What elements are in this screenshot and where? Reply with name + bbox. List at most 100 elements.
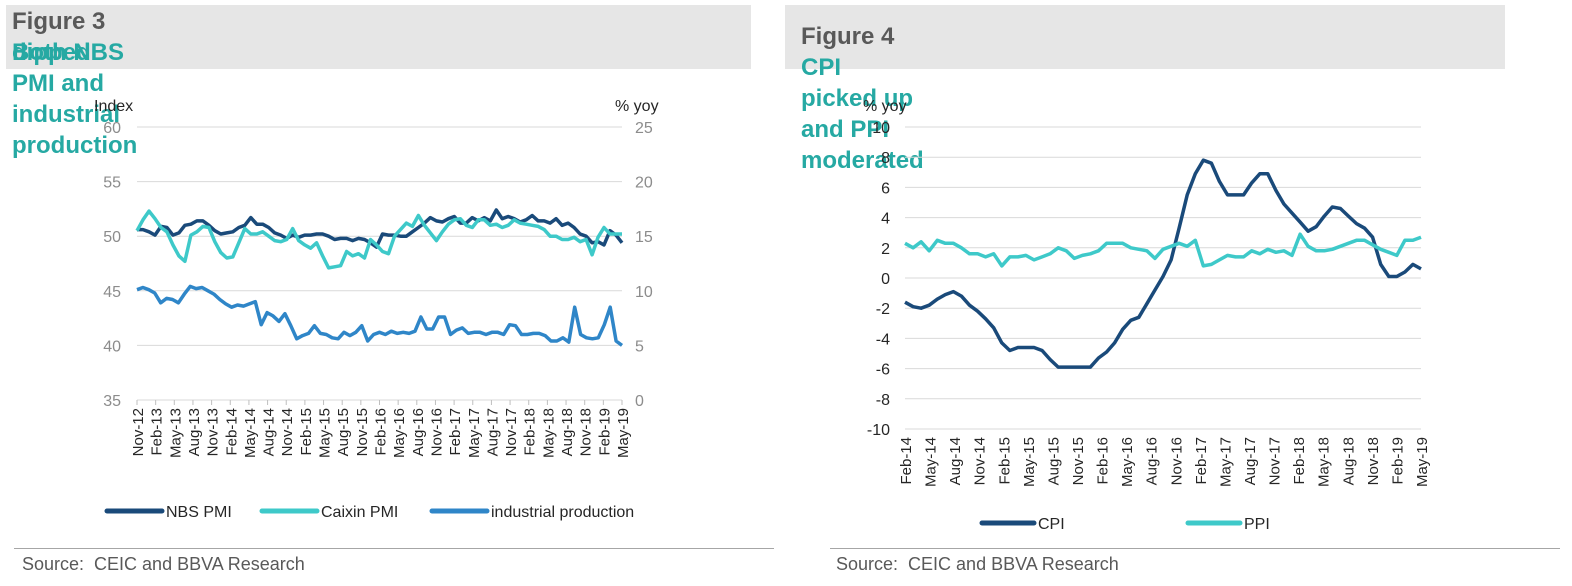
x-tick-label: May-17	[1217, 437, 1234, 487]
y-tick-label: 0	[881, 271, 890, 288]
figure-4-chart: -10 -8 -6 -4 -2 0 2 4 6 8 10 % yoy Feb-14 May-14 Aug-1…	[863, 98, 1431, 533]
y-left-tick-label: 35	[103, 393, 121, 410]
x-tick-label: Feb-17	[447, 408, 464, 456]
x-tick-label: Aug-14	[947, 437, 964, 485]
x-tick-label: May-14	[923, 437, 940, 487]
x-tick-label: May-18	[540, 408, 557, 458]
figure-3-title: Figure 3 Both NBS PMI and industrial pro…	[12, 6, 137, 161]
x-tick-label: May-18	[1316, 437, 1333, 487]
y-right-tick-label: 20	[635, 175, 653, 192]
y-right-axis-unit: % yoy	[615, 98, 659, 115]
x-tick-label: Aug-15	[1045, 437, 1062, 485]
y-left-tick-label: 55	[103, 175, 121, 192]
figure-4-title-text: CPI picked up and PPI moderated	[801, 54, 924, 174]
x-tick-label: Nov-14	[972, 437, 989, 485]
y-left-tick-label: 60	[103, 120, 121, 137]
x-tick-label: Nov-14	[279, 408, 296, 456]
x-tick-label: Nov-15	[354, 408, 371, 456]
x-tick-label: Nov-15	[1070, 437, 1087, 485]
y-left-tick-label: 40	[103, 338, 121, 355]
x-tick-label: Aug-15	[335, 408, 352, 456]
x-tick-label: Feb-13	[149, 408, 166, 456]
x-tick-label: Nov-16	[1168, 437, 1185, 485]
series-line-industrial-production	[136, 284, 624, 347]
y-right-tick-label: 25	[635, 120, 653, 137]
x-tick-label: Feb-14	[223, 408, 240, 456]
x-tick-label: Feb-19	[596, 408, 613, 456]
x-tick-label: May-13	[167, 408, 184, 458]
figure-3-source-rule	[14, 548, 774, 549]
y-left-axis-unit: Index	[94, 98, 133, 115]
legend-label-caixin-pmi: Caixin PMI	[321, 504, 398, 521]
y-tick-label: -10	[867, 422, 890, 439]
x-tick-label: Feb-17	[1193, 437, 1210, 485]
x-tick-label: May-15	[317, 408, 334, 458]
figure-3-title-box	[6, 5, 751, 69]
figure-3-title-line1: Both NBS PMI and industrial production	[12, 39, 138, 159]
legend-label-industrial-production: industrial production	[491, 504, 634, 521]
x-tick-label: Aug-18	[559, 408, 576, 456]
x-tick-label: Nov-16	[428, 408, 445, 456]
figure-4-label: Figure 4	[801, 23, 895, 50]
x-tick-label: May-15	[1021, 437, 1038, 487]
figure-4-source-rule	[830, 548, 1560, 549]
x-tick-label: Aug-16	[1144, 437, 1161, 485]
x-tick-label: Feb-14	[898, 437, 915, 485]
y-tick-label: 10	[872, 120, 890, 137]
y-axis-unit: % yoy	[863, 98, 907, 115]
series-line-caixin-pmi	[135, 209, 622, 270]
y-right-tick-label: 15	[635, 229, 653, 246]
y-tick-label: -8	[876, 392, 890, 409]
x-tick-label: Aug-13	[186, 408, 203, 456]
x-tick-label: Aug-17	[1242, 437, 1259, 485]
x-tick-label: Feb-15	[298, 408, 315, 456]
x-tick-label: Feb-16	[1095, 437, 1112, 485]
y-right-tick-label: 5	[635, 338, 644, 355]
x-tick-label: Nov-18	[1365, 437, 1382, 485]
x-tick-label: Feb-15	[996, 437, 1013, 485]
x-tick-label: May-17	[466, 408, 483, 458]
x-tick-label: May-19	[1414, 437, 1431, 487]
x-tick-label: Nov-12	[130, 408, 147, 456]
figure-4-title-box	[785, 5, 1505, 69]
y-left-tick-label: 45	[103, 284, 121, 301]
x-tick-label: May-14	[242, 408, 259, 458]
y-tick-label: 6	[881, 180, 890, 197]
x-tick-label: Feb-18	[522, 408, 539, 456]
x-tick-label: Nov-13	[205, 408, 222, 456]
figure-3-label: Figure 3	[12, 8, 106, 35]
x-tick-label: Nov-17	[503, 408, 520, 456]
y-tick-label: -6	[876, 362, 890, 379]
x-tick-label: Aug-17	[484, 408, 501, 456]
y-tick-label: 8	[881, 150, 890, 167]
series-line-nbs-pmi	[137, 208, 624, 249]
x-tick-label: May-16	[1119, 437, 1136, 487]
x-tick-label: May-19	[615, 408, 632, 458]
x-tick-label: Feb-19	[1389, 437, 1406, 485]
legend-label-ppi: PPI	[1244, 516, 1270, 533]
x-tick-label: Nov-18	[578, 408, 595, 456]
x-tick-label: Nov-17	[1267, 437, 1284, 485]
legend-label-nbs-pmi: NBS PMI	[166, 504, 232, 521]
x-tick-label: Aug-18	[1340, 437, 1357, 485]
figure-3-title-line2-text: dipped	[12, 39, 91, 66]
x-tick-label: Aug-16	[410, 408, 427, 456]
y-tick-label: 2	[881, 241, 890, 258]
x-tick-label: Feb-16	[373, 408, 390, 456]
y-right-tick-label: 0	[635, 393, 644, 410]
y-left-tick-label: 50	[103, 229, 121, 246]
y-tick-label: 4	[881, 211, 890, 228]
y-tick-label: -2	[876, 301, 890, 318]
figure-4-title: Figure 4 CPI picked up and PPI moderated	[801, 21, 924, 176]
y-tick-label: -4	[876, 331, 890, 348]
series-line-ppi	[904, 232, 1422, 268]
legend-label-cpi: CPI	[1038, 516, 1065, 533]
x-tick-label: Feb-18	[1291, 437, 1308, 485]
x-tick-label: Aug-14	[261, 408, 278, 456]
figure-4-source: Source: CEIC and BBVA Research	[836, 554, 1119, 574]
figure-3-title-line2: dipped	[12, 37, 91, 68]
x-tick-label: May-16	[391, 408, 408, 458]
figure-3-source: Source: CEIC and BBVA Research	[22, 554, 305, 574]
series-line-cpi	[904, 158, 1422, 369]
